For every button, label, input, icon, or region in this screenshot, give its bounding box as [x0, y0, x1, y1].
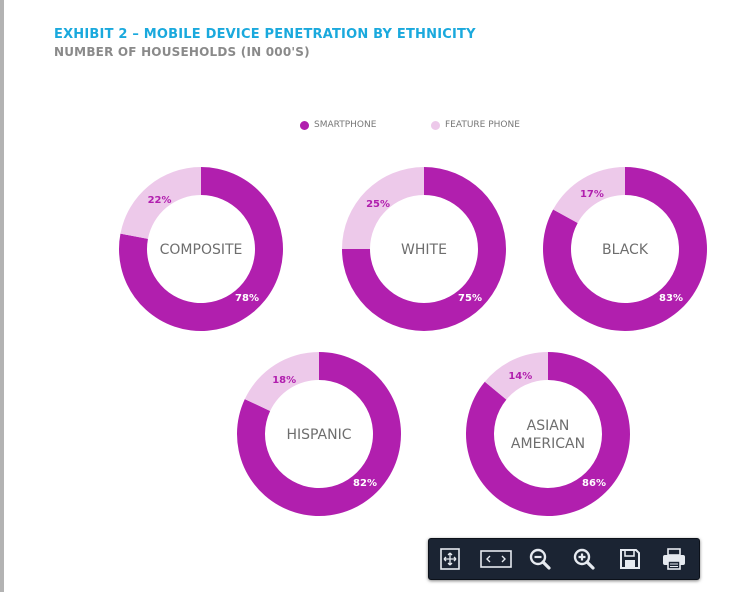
slice-feature-phone — [484, 352, 548, 400]
donut-hispanic: 82% 18% HISPANIC — [237, 352, 401, 516]
zoom-in-button[interactable] — [569, 545, 599, 573]
donut-composite: 78% 22% COMPOSITE — [118, 167, 283, 331]
donut-white: 75% 25% WHITE — [342, 167, 506, 331]
slice-smartphone — [342, 167, 506, 331]
fit-page-icon — [440, 548, 460, 570]
zoom-out-button[interactable] — [525, 545, 555, 573]
print-icon — [663, 548, 685, 570]
slice-smartphone — [543, 167, 708, 332]
exhibit-subtitle: NUMBER OF HOUSEHOLDS (IN 000'S) — [54, 45, 310, 59]
pdf-viewer-toolbar — [428, 538, 700, 580]
value-label-feature-phone: 14% — [508, 371, 532, 382]
center-label: COMPOSITE — [160, 242, 243, 258]
slice-feature-phone — [553, 167, 625, 223]
value-label-smartphone: 86% — [582, 478, 606, 489]
slice-feature-phone — [120, 167, 201, 239]
fit-width-button[interactable] — [477, 545, 515, 573]
value-label-feature-phone: 18% — [272, 375, 296, 386]
save-icon — [620, 549, 640, 569]
print-button[interactable] — [659, 545, 689, 573]
legend-item-feature-phone: FEATURE PHONE — [431, 120, 520, 130]
donut-black: 83% 17% BLACK — [543, 167, 708, 332]
value-label-smartphone: 78% — [235, 293, 259, 304]
save-button[interactable] — [615, 545, 645, 573]
slice-feature-phone — [342, 167, 424, 249]
value-label-smartphone: 75% — [458, 293, 482, 304]
slice-smartphone — [466, 351, 630, 516]
center-label: WHITE — [401, 242, 447, 258]
zoom-in-icon — [573, 548, 595, 570]
slice-smartphone — [118, 167, 283, 331]
value-label-smartphone: 82% — [353, 478, 377, 489]
legend-label-smartphone: SMARTPHONE — [314, 120, 377, 130]
fit-width-icon — [480, 550, 512, 568]
donut-asian-american: 86% 14% ASIAN AMERICAN — [466, 351, 630, 516]
zoom-out-icon — [529, 548, 551, 570]
page-edge-rule — [0, 0, 4, 592]
center-label: HISPANIC — [286, 427, 351, 443]
value-label-smartphone: 83% — [659, 293, 683, 304]
center-label: ASIAN — [527, 418, 570, 434]
slice-feature-phone — [244, 352, 319, 412]
legend-swatch-feature-phone — [431, 120, 440, 130]
slice-smartphone — [237, 352, 401, 516]
legend-item-smartphone: SMARTPHONE — [300, 120, 376, 130]
exhibit-title: EXHIBIT 2 – MOBILE DEVICE PENETRATION BY… — [54, 27, 476, 42]
value-label-feature-phone: 22% — [148, 195, 172, 206]
legend-label-feature-phone: FEATURE PHONE — [445, 120, 520, 130]
value-label-feature-phone: 17% — [580, 189, 604, 200]
center-label: AMERICAN — [511, 436, 585, 452]
legend-swatch-smartphone — [300, 120, 309, 130]
fit-page-button[interactable] — [435, 545, 465, 573]
center-label: BLACK — [602, 242, 649, 258]
value-label-feature-phone: 25% — [366, 199, 390, 210]
